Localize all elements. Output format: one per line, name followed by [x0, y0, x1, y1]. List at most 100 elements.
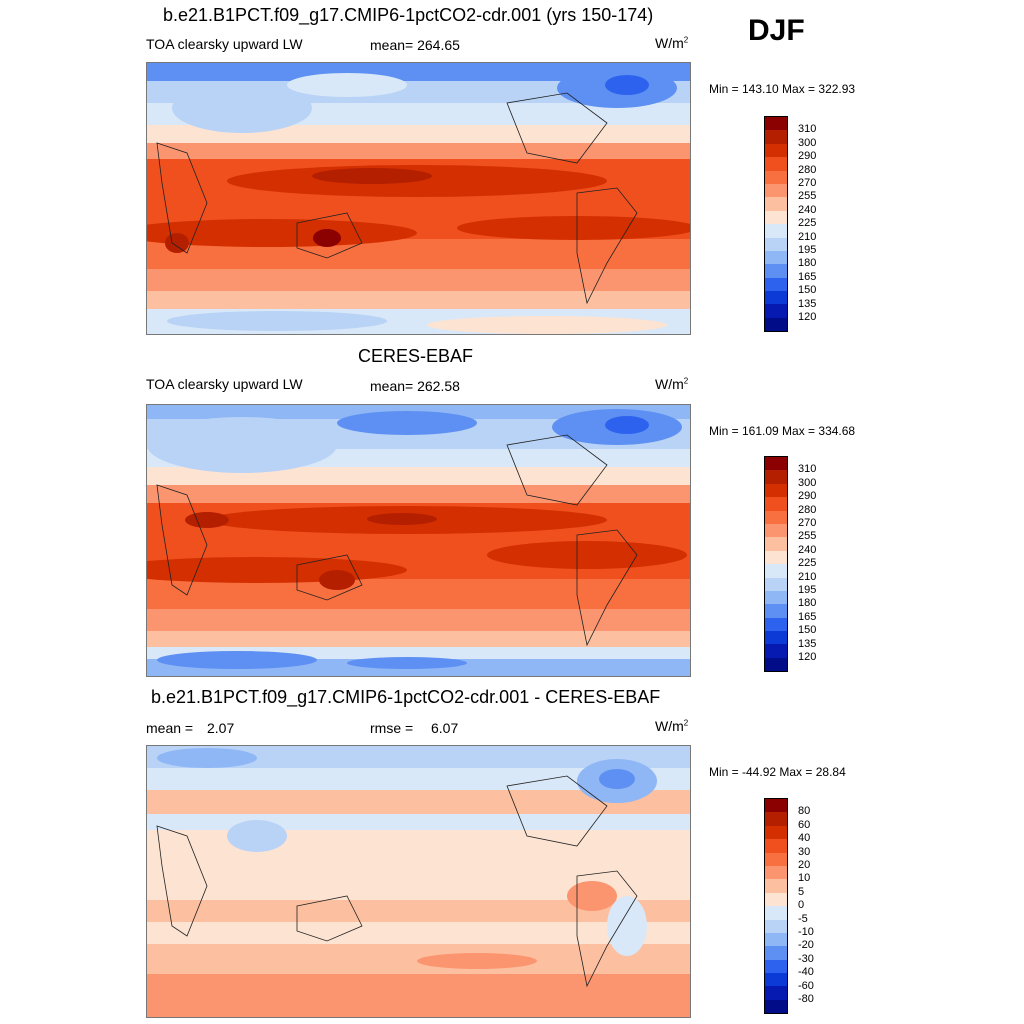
colorbar-tick-label: 135 — [798, 637, 817, 650]
colorbar-swatch — [765, 631, 787, 645]
colorbar-tick-label: 10 — [798, 872, 811, 885]
panel2-variable: TOA clearsky upward LW — [146, 376, 303, 392]
colorbar-tick-label: 20 — [798, 859, 811, 871]
colorbar-tick-label: -30 — [798, 952, 814, 965]
panel3-mean-value: 2.07 — [207, 720, 235, 736]
panel3-minmax: Min = -44.92 Max = 28.84 — [709, 765, 846, 779]
colorbar-tick-label: 225 — [798, 557, 817, 570]
colorbar-swatch — [765, 812, 787, 826]
colorbar-tick-label: 135 — [798, 297, 817, 310]
colorbar-swatch — [765, 657, 787, 672]
colorbar-swatch — [765, 604, 787, 618]
panel2-mean: mean= 262.58 — [370, 378, 460, 394]
colorbar-swatch — [765, 892, 787, 907]
colorbar-swatch — [765, 906, 787, 920]
colorbar-swatch — [765, 550, 787, 565]
colorbar-tick-label: 150 — [798, 624, 817, 637]
colorbar-tick-label: 60 — [798, 818, 811, 831]
panel3-colorbar-swatches — [764, 798, 788, 1015]
panel1-variable: TOA clearsky upward LW — [146, 36, 303, 52]
colorbar-tick-label: 280 — [798, 503, 817, 516]
colorbar-tick-label: 165 — [798, 270, 817, 283]
colorbar-tick-label: 120 — [798, 651, 817, 663]
colorbar-swatch — [765, 210, 787, 225]
panel2-units: W/m2 — [655, 376, 689, 392]
colorbar-swatch — [765, 170, 787, 184]
colorbar-tick-label: 180 — [798, 257, 817, 270]
panel1-units: W/m2 — [655, 35, 689, 51]
colorbar-swatch — [765, 852, 787, 866]
colorbar-tick-label: 300 — [798, 476, 817, 489]
colorbar-swatch — [765, 143, 787, 158]
colorbar-tick-label: 0 — [798, 899, 805, 912]
colorbar-swatch — [765, 946, 787, 960]
colorbar-swatch — [765, 237, 787, 251]
colorbar-swatch — [765, 470, 787, 484]
colorbar-swatch — [765, 523, 787, 538]
colorbar-tick-label: 195 — [798, 244, 817, 256]
colorbar-tick-label: 255 — [798, 530, 817, 543]
colorbar-tick-label: 40 — [798, 832, 811, 845]
colorbar-tick-label: 270 — [798, 517, 817, 529]
colorbar-swatch — [765, 959, 787, 974]
colorbar-swatch — [765, 973, 787, 987]
colorbar-tick-label: -20 — [798, 939, 814, 952]
colorbar-swatch — [765, 590, 787, 605]
colorbar-tick-label: 255 — [798, 190, 817, 203]
panel1-minmax: Min = 143.10 Max = 322.93 — [709, 82, 856, 96]
colorbar-swatch — [765, 277, 787, 292]
panel3-rmse-label: rmse = — [370, 720, 414, 736]
colorbar-swatch — [765, 919, 787, 933]
colorbar-tick-label: 270 — [798, 177, 817, 189]
colorbar-tick-label: 300 — [798, 136, 817, 149]
colorbar-swatch — [765, 457, 787, 471]
colorbar-tick-label: 310 — [798, 123, 817, 136]
colorbar-tick-label: 225 — [798, 217, 817, 230]
colorbar-swatch — [765, 932, 787, 947]
colorbar-swatch — [765, 197, 787, 211]
colorbar-tick-label: 5 — [798, 885, 805, 898]
colorbar-swatch — [765, 537, 787, 551]
colorbar-swatch — [765, 250, 787, 265]
colorbar-swatch — [765, 879, 787, 893]
colorbar-tick-label: 150 — [798, 284, 817, 297]
colorbar-tick-label: -40 — [798, 966, 814, 979]
colorbar-tick-label: 280 — [798, 163, 817, 176]
panel2-map — [146, 404, 691, 677]
colorbar-tick-label: 210 — [798, 570, 817, 583]
colorbar-tick-label: -10 — [798, 926, 814, 938]
colorbar-swatch — [765, 577, 787, 591]
colorbar-swatch — [765, 825, 787, 840]
panel2-colorbar: 310 300 290 280 270 255 240 225 210 195 180 165 150 1… — [764, 456, 816, 673]
colorbar-swatch — [765, 617, 787, 632]
panel3-rmse-value: 6.07 — [431, 720, 459, 736]
colorbar-swatch — [765, 157, 787, 171]
colorbar-tick-label: 290 — [798, 150, 817, 163]
colorbar-tick-label: 210 — [798, 230, 817, 243]
colorbar-swatch — [765, 999, 787, 1014]
colorbar-swatch — [765, 291, 787, 305]
colorbar-tick-label: 80 — [798, 805, 811, 818]
colorbar-swatch — [765, 644, 787, 658]
panel1-colorbar: 310 300 290 280 270 255 240 225 210 195 180 165 150 1… — [764, 116, 816, 333]
colorbar-swatch — [765, 497, 787, 511]
panel3-units: W/m2 — [655, 718, 689, 734]
panel2-minmax: Min = 161.09 Max = 334.68 — [709, 424, 856, 438]
panel2-title: CERES-EBAF — [358, 346, 474, 366]
colorbar-tick-label: 30 — [798, 845, 811, 858]
colorbar-swatch — [765, 986, 787, 1000]
colorbar-tick-label: 240 — [798, 543, 817, 556]
colorbar-tick-label: 165 — [798, 610, 817, 623]
colorbar-swatch — [765, 183, 787, 198]
colorbar-tick-label: 310 — [798, 463, 817, 476]
colorbar-tick-label: 240 — [798, 203, 817, 216]
panel3-map — [146, 745, 691, 1018]
colorbar-swatch — [765, 839, 787, 853]
colorbar-swatch — [765, 799, 787, 813]
colorbar-swatch — [765, 130, 787, 144]
season-label: DJF — [748, 14, 805, 47]
panel1-title: b.e21.B1PCT.f09_g17.CMIP6-1pctCO2-cdr.00… — [163, 5, 654, 25]
colorbar-swatch — [765, 510, 787, 524]
colorbar-swatch — [765, 865, 787, 880]
panel3-mean-label: mean = — [146, 720, 194, 736]
